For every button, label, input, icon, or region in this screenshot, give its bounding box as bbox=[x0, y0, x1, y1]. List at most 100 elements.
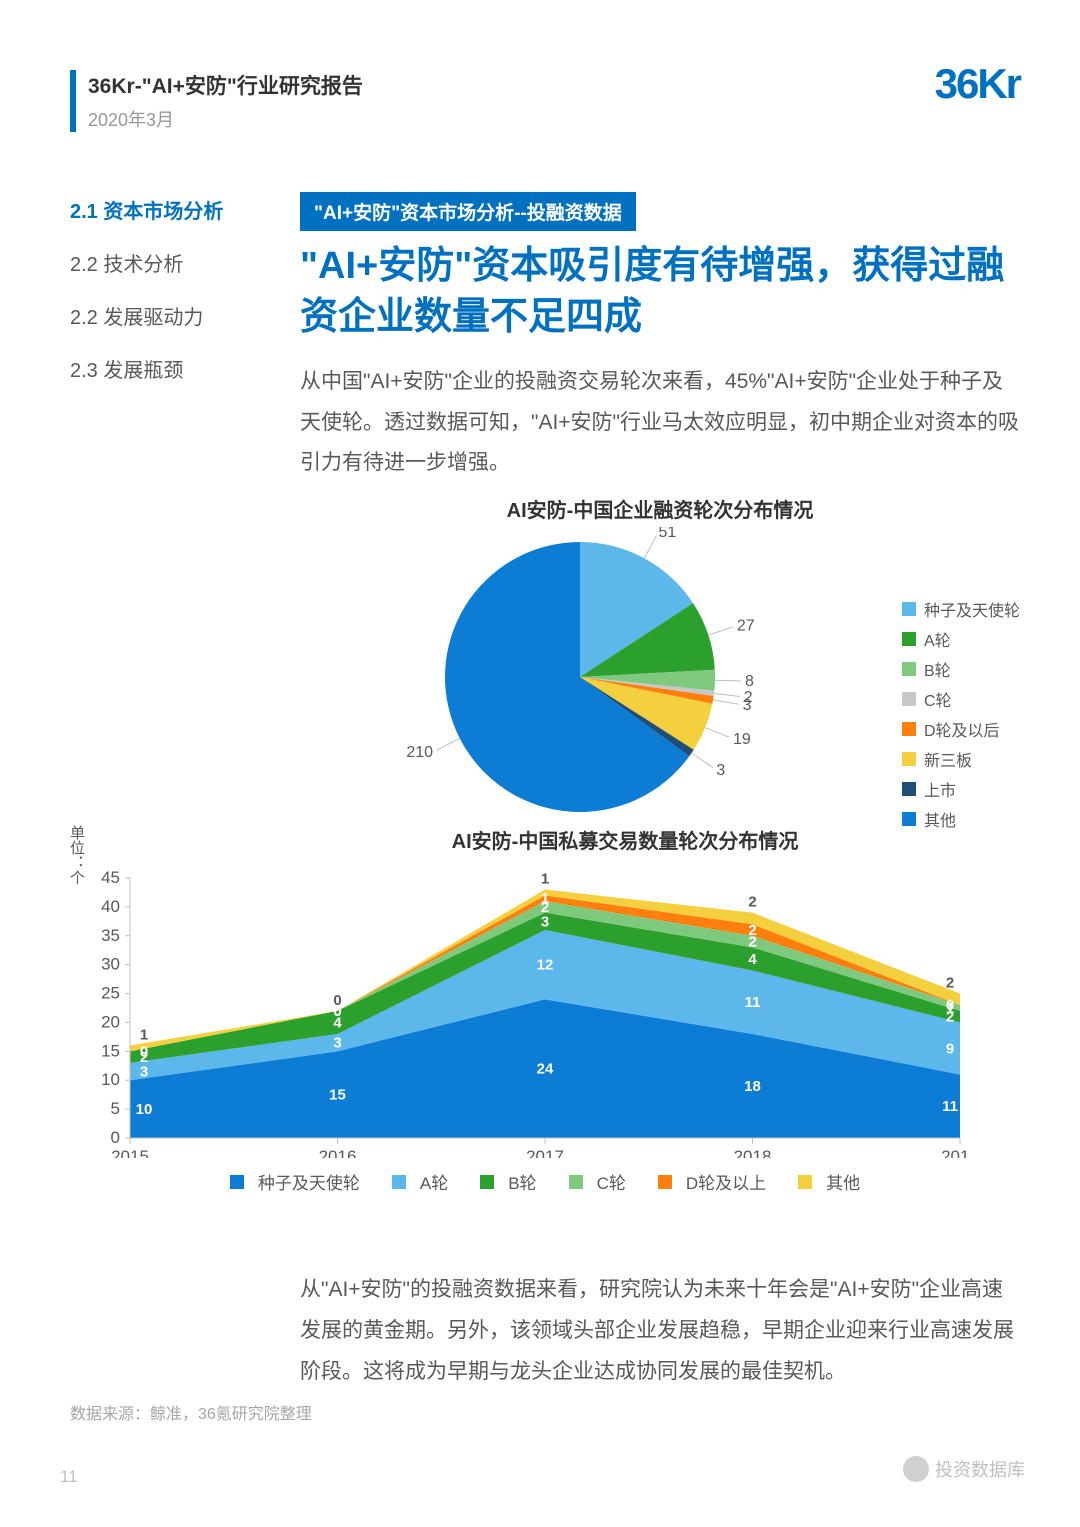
area-value-label: 4 bbox=[748, 951, 757, 968]
pie-value-0: 51 bbox=[659, 527, 677, 541]
pie-chart: 5127823193210 种子及天使轮A轮B轮C轮D轮及以后新三板上市其他 bbox=[300, 527, 1020, 847]
legend-label: 种子及天使轮 bbox=[924, 597, 1020, 621]
area-legend-item-2: B轮 bbox=[472, 1169, 544, 1194]
area-legend-item-1: A轮 bbox=[384, 1169, 456, 1194]
area-value-label: 15 bbox=[329, 1087, 346, 1104]
legend-swatch bbox=[902, 752, 916, 766]
legend-label: A轮 bbox=[420, 1169, 448, 1194]
sidebar-item-2[interactable]: 2.2 发展驱动力 bbox=[70, 301, 270, 330]
legend-swatch bbox=[902, 722, 916, 736]
legend-swatch bbox=[902, 602, 916, 616]
sidebar-item-3[interactable]: 2.3 发展瓶颈 bbox=[70, 354, 270, 383]
data-source: 数据来源：鲸准，36氪研究院整理 bbox=[70, 1400, 312, 1424]
y-tick: 20 bbox=[101, 1012, 120, 1031]
area-chart-title: AI安防-中国私募交易数量轮次分布情况 bbox=[230, 825, 1020, 854]
area-value-label: 1 bbox=[541, 890, 549, 907]
watermark-text: 投资数据库 bbox=[935, 1456, 1025, 1482]
y-tick: 15 bbox=[101, 1041, 120, 1060]
watermark: 投资数据库 bbox=[903, 1456, 1025, 1482]
pie-legend-item-5: 新三板 bbox=[902, 747, 1020, 771]
legend-label: C轮 bbox=[924, 687, 952, 711]
area-legend: 种子及天使轮 A轮 B轮 C轮 D轮及以上 其他 bbox=[70, 1169, 1020, 1194]
y-tick: 35 bbox=[101, 926, 120, 945]
y-tick: 0 bbox=[111, 1128, 120, 1147]
area-value-label: 10 bbox=[136, 1101, 153, 1118]
x-tick: 2018 bbox=[734, 1147, 772, 1158]
legend-label: B轮 bbox=[508, 1169, 536, 1194]
paragraph-2: 从"AI+安防"的投融资数据来看，研究院认为未来十年会是"AI+安防"企业高速发… bbox=[300, 1270, 1020, 1393]
main-title: "AI+安防"资本吸引度有待增强，获得过融资企业数量不足四成 bbox=[300, 241, 1020, 344]
pie-legend-item-0: 种子及天使轮 bbox=[902, 597, 1020, 621]
area-legend-item-3: C轮 bbox=[561, 1169, 634, 1194]
section-tag: "AI+安防"资本市场分析--投融资数据 bbox=[300, 192, 636, 231]
pie-value-1: 27 bbox=[737, 618, 755, 635]
legend-swatch bbox=[798, 1175, 812, 1189]
area-value-label: 18 bbox=[744, 1078, 761, 1095]
area-value-label: 24 bbox=[537, 1061, 554, 1078]
x-tick: 2017 bbox=[526, 1147, 564, 1158]
pie-legend-item-3: C轮 bbox=[902, 687, 1020, 711]
pie-value-2: 8 bbox=[745, 673, 754, 690]
legend-label: 新三板 bbox=[924, 747, 972, 771]
pie-value-5: 19 bbox=[733, 731, 751, 748]
area-value-label: 12 bbox=[537, 957, 554, 974]
sidebar-nav: 2.1 资本市场分析 2.2 技术分析 2.2 发展驱动力 2.3 发展瓶颈 bbox=[70, 195, 270, 407]
legend-swatch bbox=[230, 1175, 244, 1189]
legend-swatch bbox=[902, 632, 916, 646]
area-legend-item-5: 其他 bbox=[790, 1169, 868, 1194]
pie-legend-item-1: A轮 bbox=[902, 627, 1020, 651]
area-chart-section: 单位：个 AI安防-中国私募交易数量轮次分布情况 051015202530354… bbox=[70, 815, 1020, 1194]
main-content: "AI+安防"资本市场分析--投融资数据 "AI+安防"资本吸引度有待增强，获得… bbox=[300, 192, 1020, 847]
y-tick: 45 bbox=[101, 868, 120, 887]
pie-chart-title: AI安防-中国企业融资轮次分布情况 bbox=[300, 494, 1020, 523]
pie-value-4: 3 bbox=[743, 697, 752, 714]
y-tick: 30 bbox=[101, 955, 120, 974]
legend-label: 其他 bbox=[826, 1169, 860, 1194]
sidebar-item-0[interactable]: 2.1 资本市场分析 bbox=[70, 195, 270, 224]
pie-legend-item-2: B轮 bbox=[902, 657, 1020, 681]
area-value-label: 0 bbox=[946, 997, 954, 1014]
legend-label: D轮及以上 bbox=[686, 1169, 766, 1194]
x-tick: 2016 bbox=[319, 1147, 357, 1158]
area-value-label: 0 bbox=[140, 1043, 148, 1060]
x-tick: 2015 bbox=[111, 1147, 149, 1158]
area-value-label: 0 bbox=[333, 992, 341, 1009]
area-value-label: 3 bbox=[333, 1035, 341, 1052]
page-number: 11 bbox=[60, 1467, 78, 1487]
y-axis-unit: 单位：个 bbox=[66, 825, 87, 885]
area-value-label: 1 bbox=[541, 871, 549, 888]
area-legend-item-4: D轮及以上 bbox=[650, 1169, 774, 1194]
y-tick: 5 bbox=[111, 1099, 120, 1118]
legend-label: A轮 bbox=[924, 627, 951, 651]
report-date: 2020年3月 bbox=[88, 106, 1010, 132]
legend-swatch bbox=[902, 692, 916, 706]
watermark-icon bbox=[903, 1456, 929, 1482]
area-value-label: 9 bbox=[946, 1040, 954, 1057]
legend-label: D轮及以后 bbox=[924, 717, 1000, 741]
logo-number: 36 bbox=[935, 60, 978, 107]
legend-swatch bbox=[480, 1175, 494, 1189]
legend-swatch bbox=[902, 782, 916, 796]
y-tick: 10 bbox=[101, 1070, 120, 1089]
page-header: 36Kr-"AI+安防"行业研究报告 2020年3月 bbox=[70, 70, 1010, 132]
logo-36kr: 36Kr bbox=[935, 60, 1020, 108]
area-legend-item-0: 种子及天使轮 bbox=[222, 1169, 368, 1194]
legend-swatch bbox=[902, 662, 916, 676]
area-value-label: 2 bbox=[748, 922, 756, 939]
legend-swatch bbox=[569, 1175, 583, 1189]
area-value-label: 1 bbox=[140, 1027, 148, 1044]
area-svg: 0510152025303540452015201620172018201910… bbox=[70, 858, 970, 1158]
logo-text: Kr bbox=[977, 60, 1020, 107]
legend-label: B轮 bbox=[924, 657, 951, 681]
pie-legend-item-4: D轮及以后 bbox=[902, 717, 1020, 741]
legend-label: 种子及天使轮 bbox=[258, 1169, 360, 1194]
area-value-label: 2 bbox=[748, 894, 756, 911]
pie-legend: 种子及天使轮A轮B轮C轮D轮及以后新三板上市其他 bbox=[902, 597, 1020, 837]
area-value-label: 11 bbox=[745, 994, 761, 1011]
legend-label: 上市 bbox=[924, 777, 956, 801]
pie-value-6: 3 bbox=[716, 762, 725, 779]
area-value-label: 2 bbox=[946, 975, 954, 992]
paragraph-1: 从中国"AI+安防"企业的投融资交易轮次来看，45%"AI+安防"企业处于种子及… bbox=[300, 362, 1020, 485]
sidebar-item-1[interactable]: 2.2 技术分析 bbox=[70, 248, 270, 277]
header-bar: 36Kr-"AI+安防"行业研究报告 2020年3月 bbox=[70, 70, 1010, 132]
